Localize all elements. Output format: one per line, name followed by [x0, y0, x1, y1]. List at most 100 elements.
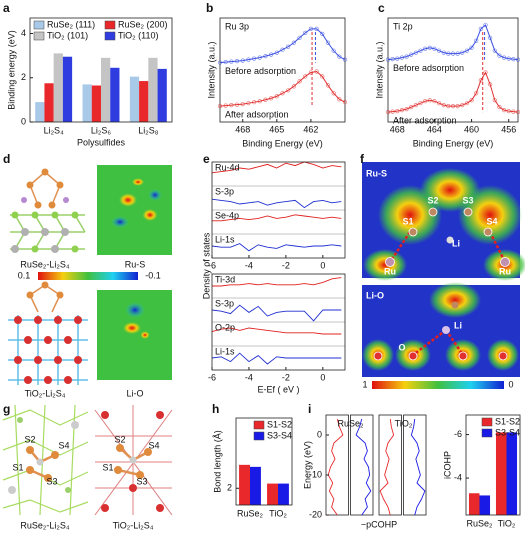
plot-frame [465, 414, 521, 516]
legend-swatch [481, 428, 493, 438]
y-tick-label: -6 [454, 429, 462, 439]
map-label: Ru [384, 266, 396, 276]
elf-map [362, 162, 525, 281]
structure-image [94, 405, 173, 516]
shape [26, 181, 34, 189]
series-label: Before adsorption [393, 63, 464, 73]
track-label: S-3p [215, 186, 234, 196]
panel-title: Ru 3p [225, 21, 249, 31]
x-tick-label: -2 [282, 372, 290, 382]
x-tick-label: TiO₂ [498, 518, 516, 528]
x-tick-label: -6 [208, 372, 216, 382]
plot-frame [211, 273, 346, 371]
data-point [280, 91, 285, 96]
dos-line [211, 352, 342, 365]
x-tick-label: -6 [208, 260, 216, 270]
data-point [492, 98, 497, 103]
shape [17, 417, 71, 493]
plot-frame [29, 17, 173, 123]
y-axis-title: Density of states [201, 232, 211, 299]
map-label: S4 [486, 216, 497, 226]
shape [29, 171, 61, 206]
site-label: S4 [58, 440, 69, 450]
x-axis-title: E-Ef ( eV ) [257, 384, 299, 394]
shape [36, 458, 44, 466]
shape [116, 191, 140, 209]
series-label: After adsorption [393, 115, 457, 125]
plot-frame [325, 414, 349, 516]
shape [463, 207, 473, 217]
series-label: After adsorption [225, 110, 289, 120]
shape [44, 474, 52, 482]
shape [429, 282, 481, 318]
data-point [337, 54, 342, 59]
site-label: S1 [102, 462, 113, 472]
x-tick-label: RuSe₂ [237, 508, 264, 518]
colorbar-label: 1 [362, 379, 367, 389]
shape [74, 356, 82, 364]
y-tick-label: -10 [309, 469, 322, 479]
shape [14, 404, 21, 516]
shape [363, 249, 407, 281]
shape [498, 351, 508, 361]
y-axis-title: Energy (eV) [302, 441, 312, 489]
data-point [483, 70, 488, 75]
x-tick-label: 465 [269, 124, 284, 134]
data-point [325, 40, 331, 45]
track-label: O-2p [215, 322, 235, 332]
shape [408, 227, 418, 237]
shape [129, 484, 137, 492]
data-point [497, 105, 502, 110]
data-point [291, 84, 296, 89]
x-tick-label: TiO₂ [269, 508, 287, 518]
series-line [387, 71, 519, 113]
shape [483, 227, 493, 237]
bar [506, 432, 518, 515]
bar [479, 495, 491, 515]
shape [458, 351, 468, 361]
shape [412, 329, 465, 356]
shape [41, 228, 49, 236]
plot-frame [387, 17, 519, 123]
x-tick-label: 462 [303, 124, 318, 134]
bar [101, 57, 111, 122]
plot-frame [211, 161, 346, 259]
dos-line [211, 161, 342, 174]
shape [11, 211, 79, 253]
map-label: Li [454, 320, 462, 330]
panel-letter: b [206, 1, 213, 15]
legend-label: S3-S4 [495, 427, 520, 437]
legend-swatch [481, 417, 493, 427]
pcohp-line [327, 418, 344, 516]
data-point [409, 52, 414, 57]
series-line [387, 24, 519, 61]
shape [64, 336, 72, 344]
bar [468, 493, 480, 515]
legend-label: S3-S4 [267, 430, 292, 440]
data-point [286, 88, 291, 93]
bar [110, 67, 120, 122]
site-label: S3 [46, 476, 57, 486]
colorbar [38, 272, 138, 280]
shape [116, 444, 124, 452]
panel-letter: i [308, 402, 311, 416]
y-tick-label: -4 [454, 472, 462, 482]
y-tick-label: -20 [309, 509, 322, 519]
panel-letter: e [203, 152, 210, 166]
charge-density-map [97, 165, 172, 255]
y-tick-label: 2 [227, 483, 232, 493]
site-label: S2 [114, 434, 125, 444]
shape [8, 486, 16, 494]
colorbar [372, 381, 504, 389]
data-point [274, 94, 279, 99]
data-point [497, 53, 502, 58]
data-point [488, 82, 493, 87]
data-point [303, 74, 308, 79]
panel-title: TiO₂ [395, 418, 413, 428]
x-axis-title: Polysulfides [77, 137, 126, 147]
dos-line [211, 304, 342, 322]
legend-swatch [33, 20, 45, 30]
image-caption: Li-O [126, 388, 143, 398]
bar [53, 53, 63, 123]
